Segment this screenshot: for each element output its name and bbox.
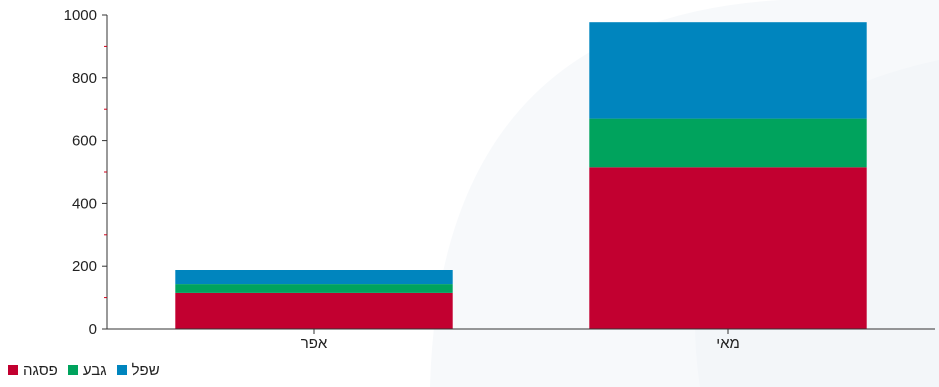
legend-item: גבע <box>67 361 107 379</box>
y-tick-label: 400 <box>72 195 97 212</box>
legend-item: פסגה <box>8 362 58 379</box>
x-tick-labels: אפר מאי <box>301 335 740 352</box>
legend-swatch <box>8 365 18 375</box>
y-tick-label: 1000 <box>64 7 97 24</box>
y-tick-label: 0 <box>89 321 97 338</box>
bars-layer <box>175 22 867 329</box>
bar-segment-1-1 <box>175 292 453 329</box>
y-tick-labels: 0 200 400 600 800 1000 <box>64 7 97 338</box>
x-category-label: אפר <box>301 335 328 352</box>
bar-segment-2-3 <box>589 22 867 119</box>
bar-segment-2-2 <box>589 118 867 168</box>
legend: פסגה גבע שפל <box>8 359 160 381</box>
legend-label: פסגה <box>23 361 58 379</box>
x-category-label: מאי <box>716 335 740 352</box>
bar-segment-1-3 <box>175 270 453 285</box>
y-tick-label: 200 <box>72 258 97 275</box>
bar-segment-2-1 <box>589 167 867 329</box>
legend-swatch <box>116 365 127 375</box>
legend-label: גבע <box>82 361 107 379</box>
y-tick-label: 800 <box>72 70 97 87</box>
bar-segment-1-2 <box>175 284 453 293</box>
legend-swatch <box>67 365 78 375</box>
y-tick-label: 600 <box>72 133 97 150</box>
axes-layer <box>102 14 935 334</box>
legend-label: שפל <box>131 361 160 379</box>
legend-item: שפל <box>116 361 160 379</box>
